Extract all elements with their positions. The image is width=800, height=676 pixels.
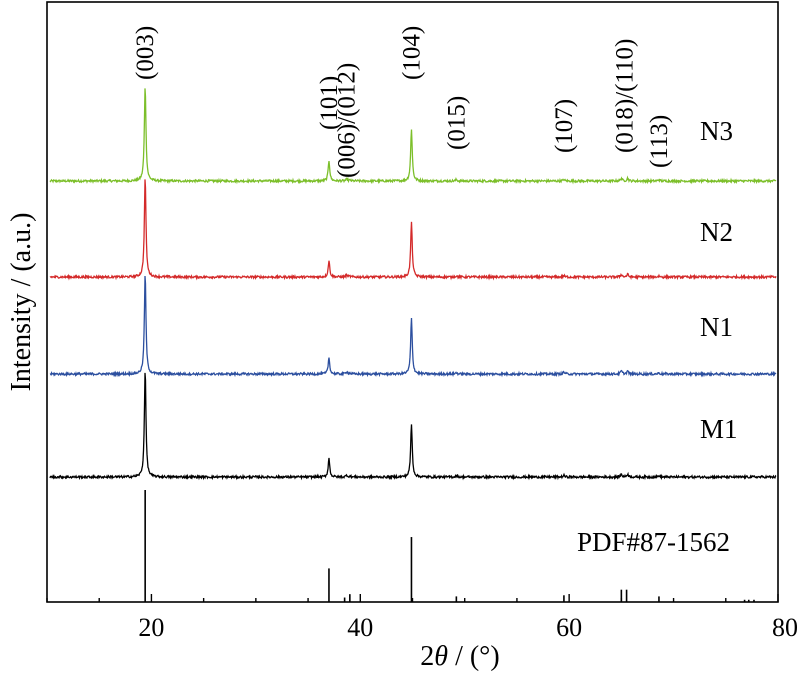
peak-label: (006)/(012) — [334, 63, 361, 178]
series-labels: N3 N2 N1 M1 — [700, 116, 738, 444]
series-line-n2 — [49, 179, 777, 281]
plot-frame — [46, 1, 779, 603]
x-axis: 20 40 60 80 — [46, 594, 798, 642]
series-label-m1: M1 — [700, 414, 738, 444]
peak-label: (003) — [132, 26, 159, 80]
x-tick-label: 80 — [772, 613, 798, 642]
series-line-n3 — [49, 88, 777, 185]
peak-label: (113) — [646, 115, 673, 168]
reference-group: PDF#87-1562 — [144, 490, 755, 602]
peak-label: (101) — [316, 76, 343, 130]
peak-label: (018)/(110) — [611, 39, 638, 153]
series-line-n1 — [49, 276, 777, 378]
reference-label: PDF#87-1562 — [577, 527, 730, 557]
x-axis-title: 2θ / (°) — [420, 641, 499, 672]
peak-label: (104) — [398, 26, 425, 80]
x-tick-label: 20 — [138, 613, 164, 642]
x-tick-label: 40 — [347, 613, 373, 642]
y-axis-title: Intensity / (a.u.) — [6, 213, 37, 392]
x-tick-label: 60 — [556, 613, 582, 642]
series-line-m1 — [49, 372, 777, 481]
series-group — [49, 88, 777, 481]
peak-label: (015) — [443, 96, 470, 150]
peak-label: (107) — [551, 99, 578, 153]
series-label-n1: N1 — [700, 312, 733, 342]
series-label-n3: N3 — [700, 116, 733, 146]
series-label-n2: N2 — [700, 217, 733, 247]
peak-labels: (003) (101)(006)/(012) (104) (015) (107) (018… — [132, 26, 673, 178]
